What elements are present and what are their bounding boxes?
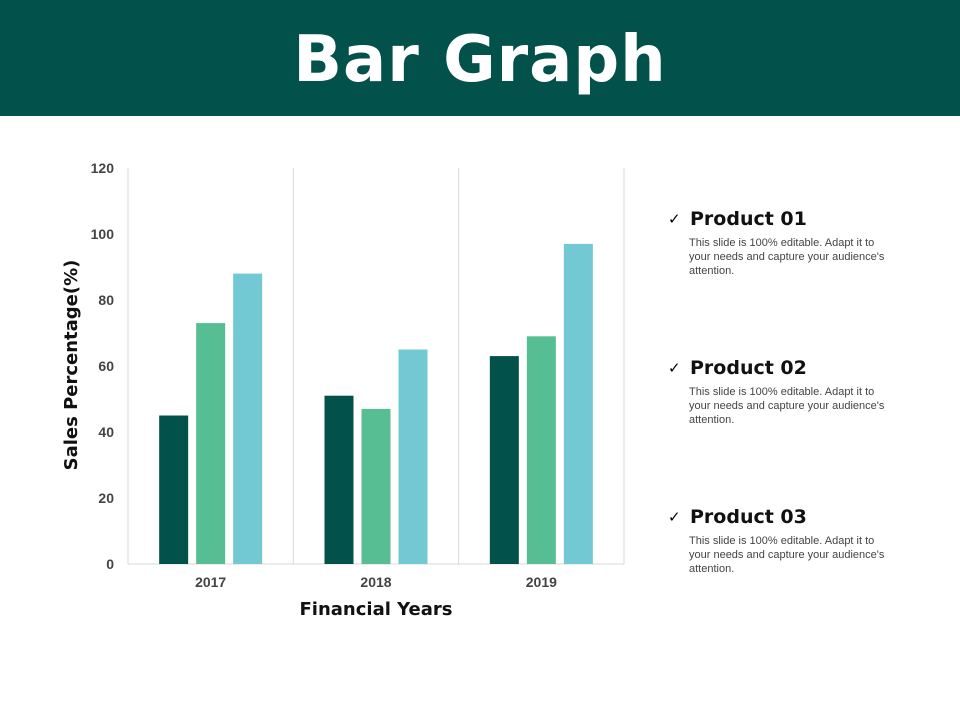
y-axis-ticks: 0 20 40 60 80 100 120 [91,160,115,572]
y-tick-label: 0 [106,556,114,572]
legend-item-product-03: ✓ Product 03 This slide is 100% editable… [668,505,888,576]
title-banner [0,0,960,116]
x-tick-label: 2018 [360,574,391,590]
bar [526,336,556,564]
legend-label: Product 01 [690,208,807,230]
bar-series [159,243,593,564]
legend-label: Product 03 [690,506,807,528]
x-axis-label: Financial Years [300,599,453,620]
bar [361,408,391,564]
checkmark-icon: ✓ [668,359,681,377]
y-tick-label: 120 [91,160,115,176]
bar [489,356,519,564]
bar [233,273,263,564]
checkmark-icon: ✓ [668,210,681,228]
y-tick-label: 20 [98,490,114,506]
x-axis-ticks: 2017 2018 2019 [195,574,557,590]
y-axis-label: Sales Percentage(%) [61,260,82,471]
bar [324,395,354,564]
bar [563,243,593,564]
bar [398,349,428,564]
legend-item-product-02: ✓ Product 02 This slide is 100% editable… [668,356,888,427]
x-tick-label: 2019 [526,574,557,590]
y-tick-label: 60 [98,358,114,374]
bar [159,415,189,564]
bar [196,323,226,564]
checkmark-icon: ✓ [668,508,681,526]
y-tick-label: 80 [98,292,114,308]
legend-description: This slide is 100% editable. Adapt it to… [689,237,885,277]
legend-description: This slide is 100% editable. Adapt it to… [689,535,885,575]
x-tick-label: 2017 [195,574,226,590]
legend-description: This slide is 100% editable. Adapt it to… [689,386,885,426]
legend-label: Product 02 [690,357,807,379]
bar-chart: 0 20 40 60 80 100 120 2017 2018 2019 Financial Y… [61,160,625,620]
legend-item-product-01: ✓ Product 01 This slide is 100% editable… [668,207,888,278]
y-tick-label: 40 [98,424,114,440]
page-title: Bar Graph [293,23,667,97]
y-tick-label: 100 [91,226,115,242]
